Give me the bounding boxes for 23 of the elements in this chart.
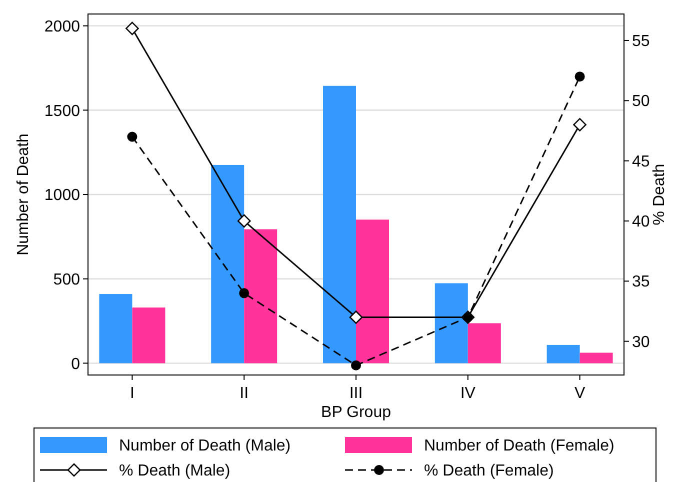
x-tick-label: V <box>574 385 586 402</box>
y2-tick-label: 55 <box>632 33 650 50</box>
y2-axis-title: % Death <box>651 164 668 226</box>
y2-tick-label: 45 <box>632 153 650 170</box>
x-tick-label: III <box>349 385 363 402</box>
x-tick-label: I <box>130 385 134 402</box>
y-tick-label: 0 <box>71 356 80 373</box>
y2-tick-label: 30 <box>632 334 650 351</box>
y2-tick-label: 35 <box>632 274 650 291</box>
x-tick-label: II <box>240 385 249 402</box>
y-tick-label: 1500 <box>44 102 80 120</box>
legend-label: % Death (Female) <box>424 462 554 480</box>
x-tick-label: IV <box>460 385 476 402</box>
y-tick-label: 2000 <box>44 18 80 36</box>
x-axis-title: BP Group <box>321 404 392 421</box>
y2-tick-label: 40 <box>632 214 650 231</box>
legend-label: Number of Death (Male) <box>119 438 291 455</box>
y-axis-title: Number of Death <box>15 134 32 256</box>
legend-label: Number of Death (Female) <box>424 438 614 455</box>
y-tick-label: 500 <box>53 271 80 288</box>
y-tick-label: 1000 <box>44 187 80 204</box>
legend-label: % Death (Male) <box>119 462 230 480</box>
y2-tick-label: 50 <box>632 93 650 110</box>
